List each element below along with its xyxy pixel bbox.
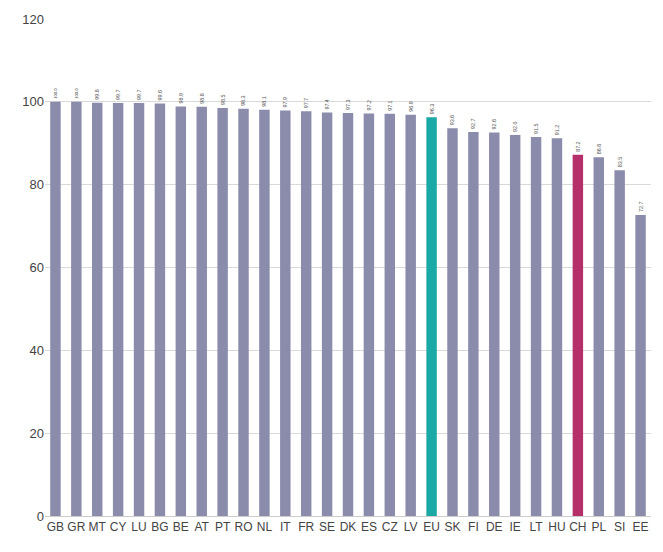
svg-text:HU: HU	[548, 520, 565, 534]
svg-text:CZ: CZ	[382, 520, 398, 534]
svg-text:60: 60	[30, 260, 44, 275]
svg-text:LV: LV	[404, 520, 418, 534]
svg-text:97.3: 97.3	[345, 100, 351, 110]
svg-text:MT: MT	[89, 520, 107, 534]
svg-text:72.7: 72.7	[638, 201, 644, 211]
svg-text:DE: DE	[486, 520, 503, 534]
svg-text:100.0: 100.0	[74, 88, 79, 99]
svg-text:CH: CH	[569, 520, 586, 534]
svg-text:92.6: 92.6	[491, 119, 497, 129]
svg-text:98.1: 98.1	[261, 96, 267, 106]
svg-text:EU: EU	[423, 520, 440, 534]
svg-text:IT: IT	[280, 520, 291, 534]
svg-text:98.9: 98.9	[178, 93, 184, 103]
svg-text:NL: NL	[257, 520, 273, 534]
svg-text:80: 80	[30, 177, 44, 192]
svg-text:BG: BG	[151, 520, 168, 534]
svg-text:96.3: 96.3	[429, 104, 435, 114]
svg-text:91.5: 91.5	[533, 124, 539, 134]
svg-text:99.7: 99.7	[136, 90, 142, 100]
svg-text:91.2: 91.2	[554, 125, 560, 135]
svg-text:98.5: 98.5	[220, 95, 226, 105]
svg-text:97.2: 97.2	[366, 100, 372, 110]
svg-text:BE: BE	[173, 520, 189, 534]
svg-text:97.4: 97.4	[324, 99, 330, 109]
svg-text:20: 20	[30, 426, 44, 441]
svg-text:96.9: 96.9	[408, 101, 414, 111]
svg-text:93.6: 93.6	[449, 115, 455, 125]
svg-text:86.6: 86.6	[596, 144, 602, 154]
svg-text:92.7: 92.7	[470, 119, 476, 129]
svg-text:FR: FR	[298, 520, 314, 534]
svg-text:100: 100	[22, 94, 44, 109]
svg-text:99.7: 99.7	[115, 90, 121, 100]
svg-text:RO: RO	[235, 520, 253, 534]
svg-text:EE: EE	[633, 520, 649, 534]
svg-text:99.8: 99.8	[94, 89, 100, 99]
svg-text:SK: SK	[444, 520, 460, 534]
svg-text:PT: PT	[215, 520, 231, 534]
svg-text:SE: SE	[319, 520, 335, 534]
svg-text:83.5: 83.5	[617, 157, 623, 167]
svg-text:98.8: 98.8	[199, 93, 205, 103]
svg-text:99.6: 99.6	[157, 90, 163, 100]
svg-text:87.2: 87.2	[575, 141, 581, 151]
svg-text:97.1: 97.1	[387, 100, 393, 110]
svg-text:SI: SI	[614, 520, 625, 534]
svg-text:98.3: 98.3	[240, 95, 246, 105]
svg-text:92.0: 92.0	[512, 122, 518, 132]
svg-text:FI: FI	[468, 520, 479, 534]
svg-text:0: 0	[37, 509, 44, 524]
svg-text:IE: IE	[509, 520, 520, 534]
svg-text:GB: GB	[47, 520, 64, 534]
svg-text:PL: PL	[591, 520, 606, 534]
svg-text:40: 40	[30, 343, 44, 358]
svg-text:97.9: 97.9	[282, 97, 288, 107]
svg-text:DK: DK	[340, 520, 357, 534]
svg-text:LU: LU	[131, 520, 146, 534]
svg-text:LT: LT	[530, 520, 544, 534]
svg-text:120: 120	[22, 12, 44, 27]
svg-text:100.0: 100.0	[53, 88, 58, 99]
svg-text:GR: GR	[67, 520, 85, 534]
svg-text:CY: CY	[110, 520, 127, 534]
svg-text:AT: AT	[194, 520, 209, 534]
svg-text:ES: ES	[361, 520, 377, 534]
svg-text:97.7: 97.7	[303, 98, 309, 108]
